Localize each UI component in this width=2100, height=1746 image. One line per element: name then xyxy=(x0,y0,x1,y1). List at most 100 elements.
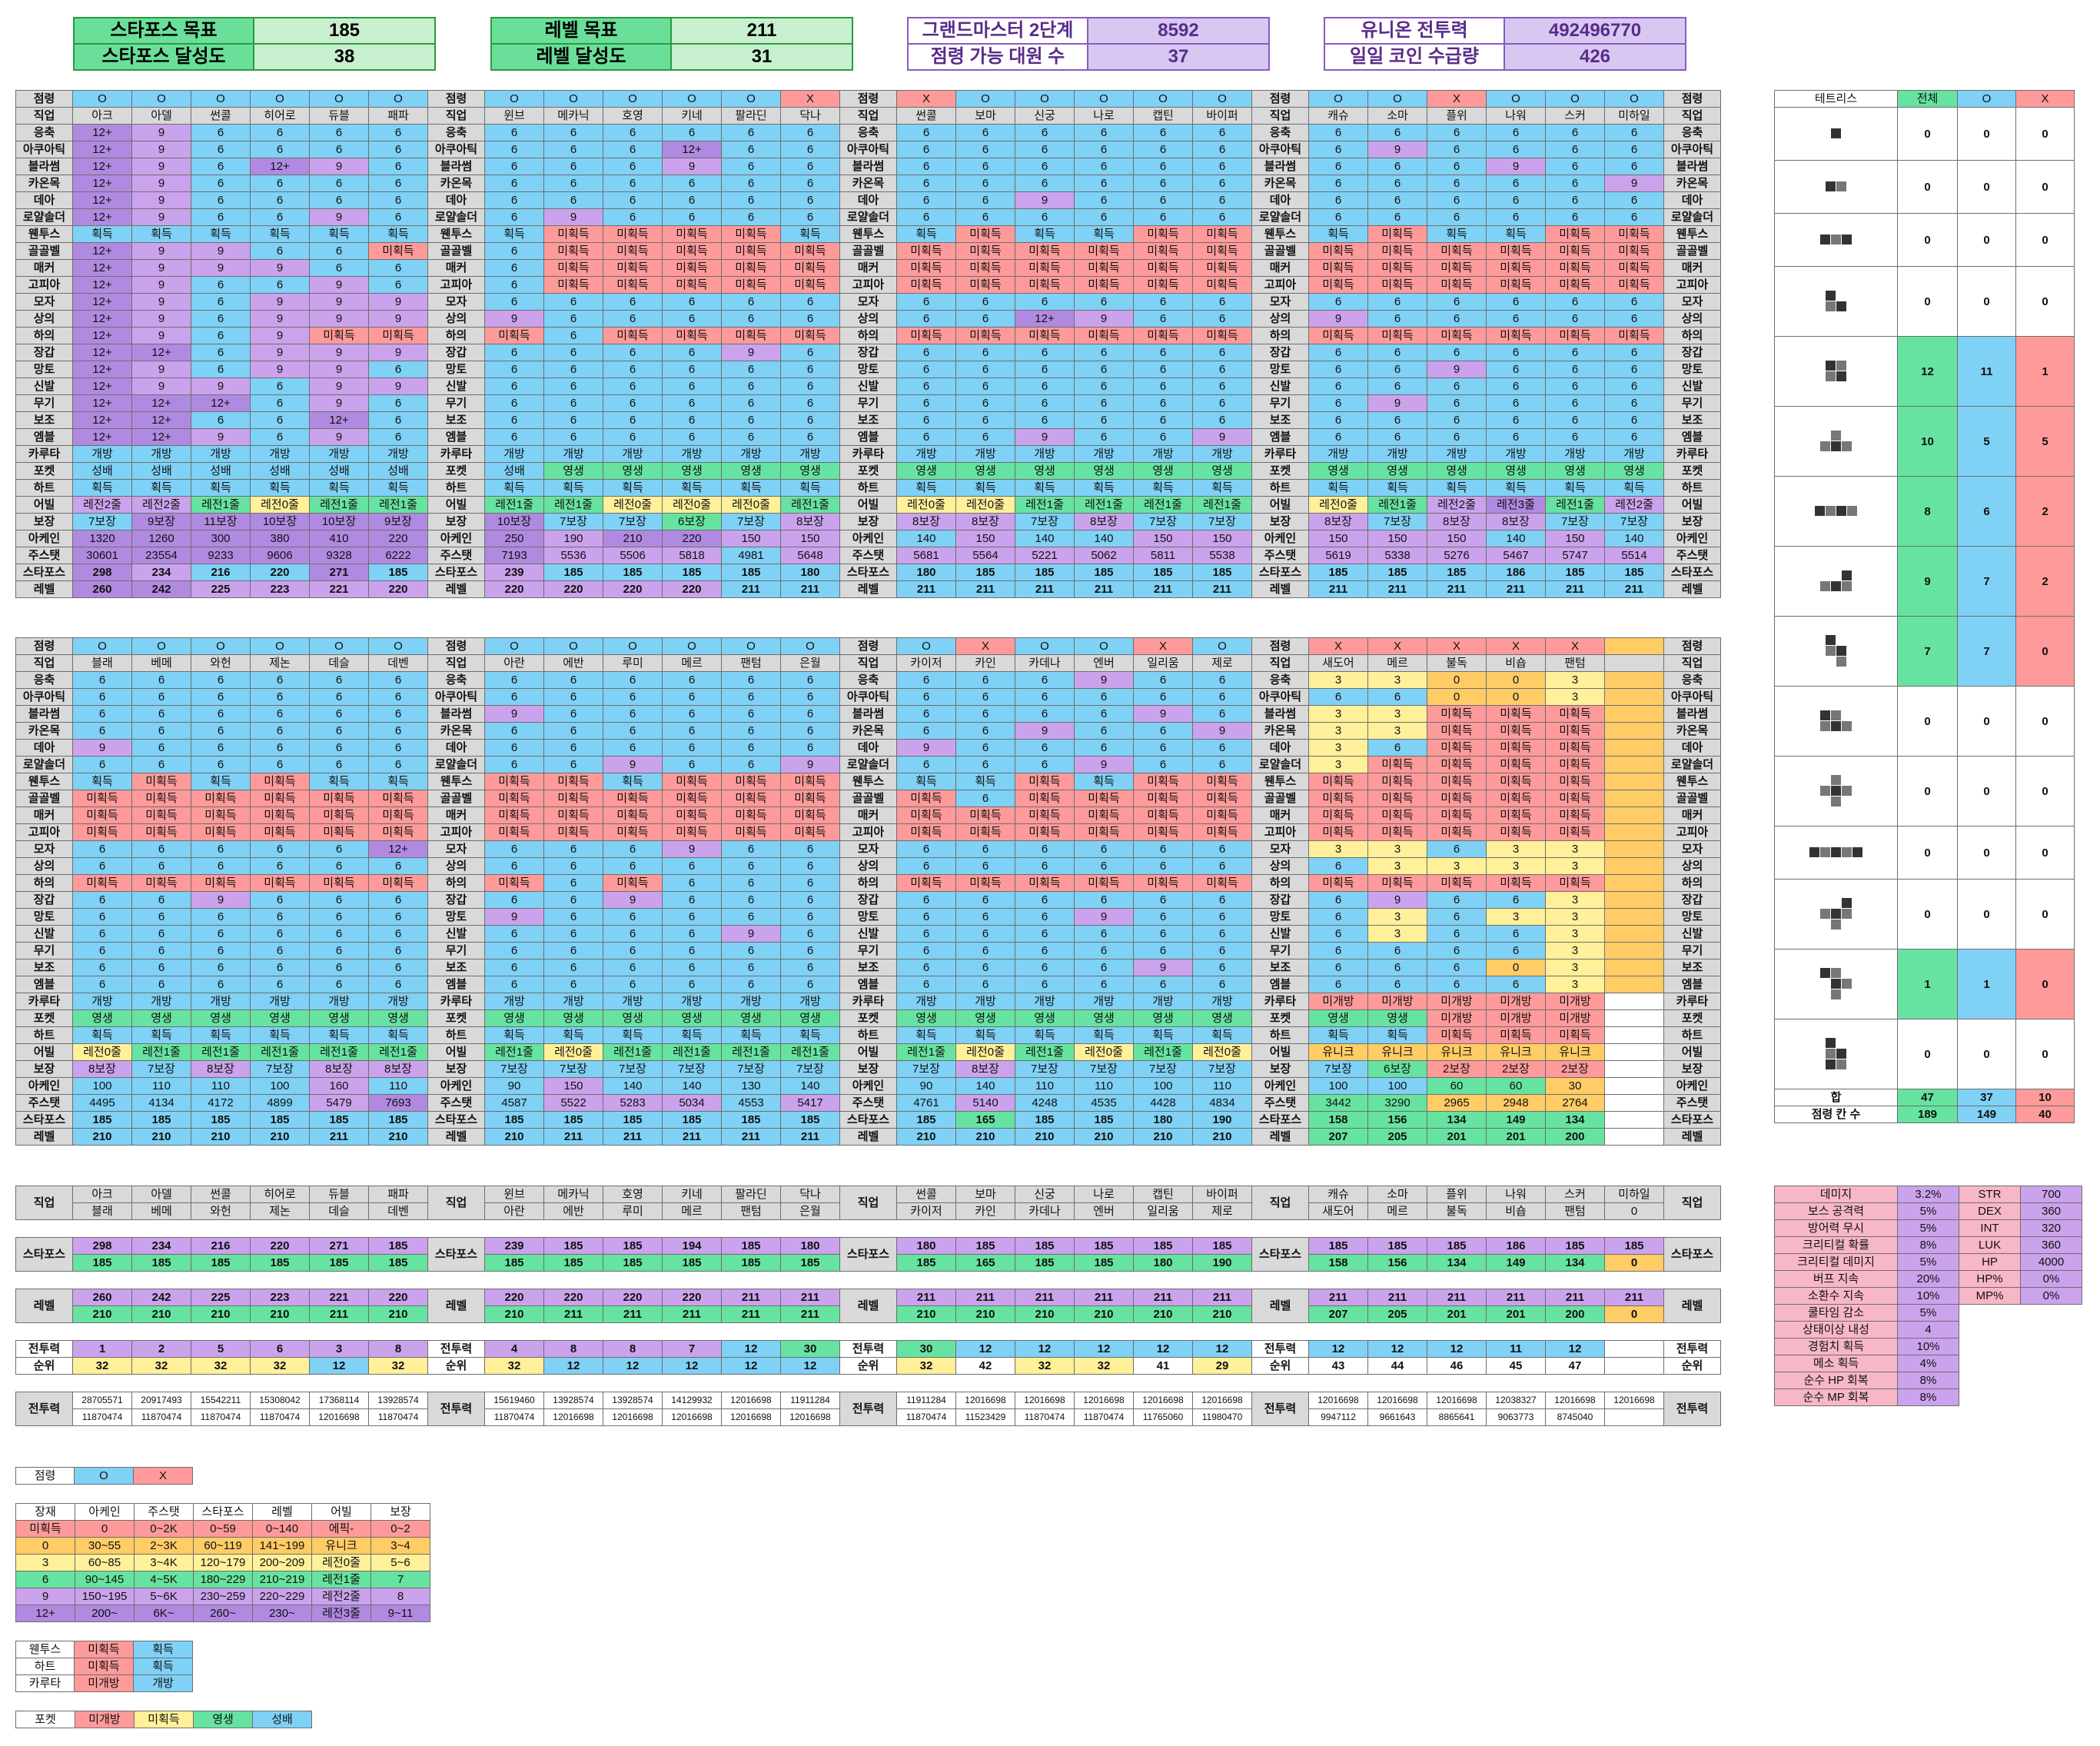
grid-cell: 미획득 xyxy=(309,790,369,807)
grid-cell: X xyxy=(1486,637,1546,655)
summary-cell: 12 xyxy=(780,1357,840,1375)
grid-cell: 팬텀 xyxy=(1545,654,1605,672)
grid-cell: 카데나 xyxy=(1015,654,1075,672)
grid-cell: 6 xyxy=(368,141,428,158)
row-label: 모자 xyxy=(839,293,897,311)
summary-label: 전투력 xyxy=(427,1392,485,1426)
grid-cell: 6 xyxy=(1133,141,1193,158)
grid-cell: 개방 xyxy=(72,993,132,1010)
row-label: 응축 xyxy=(839,671,897,689)
grid-cell: 6 xyxy=(1308,891,1368,909)
stat-label: 순수 MP 회복 xyxy=(1774,1388,1898,1406)
grid-cell: 6 xyxy=(309,891,369,909)
grid-cell: 6 xyxy=(1308,428,1368,446)
grid-cell: 6 xyxy=(662,428,722,446)
row-label: 웬투스 xyxy=(1663,773,1721,790)
summary-cell: 11870474 xyxy=(250,1408,310,1426)
row-label: 고피아 xyxy=(1663,823,1721,841)
summary-cell: 15542211 xyxy=(191,1392,251,1409)
grid-cell: 6 xyxy=(368,739,428,757)
grid-cell: 6 xyxy=(662,344,722,361)
grid-cell: 185 xyxy=(1545,564,1605,581)
row-label: 응축 xyxy=(1251,124,1309,141)
row-label: 보장 xyxy=(839,513,897,530)
row-label: 스타포스 xyxy=(427,564,485,581)
grid-cell: 6 xyxy=(72,756,132,773)
grid-cell: 6 xyxy=(368,942,428,959)
grid-cell: 6 xyxy=(955,857,1015,875)
grid-cell: 6 xyxy=(896,293,956,311)
grid-cell: 개방 xyxy=(131,445,191,463)
summary-cell: 12 xyxy=(1074,1340,1134,1358)
grid-cell: 7보장 xyxy=(721,1060,781,1078)
grid-cell: 6 xyxy=(1133,175,1193,192)
grid-cell: X xyxy=(896,90,956,108)
tetris-total: 0 xyxy=(1897,756,1958,826)
grid-cell: 미획득 xyxy=(780,790,840,807)
grid-cell: 신궁 xyxy=(1015,107,1075,125)
summary-cell: 210 xyxy=(131,1305,191,1323)
summary-cell: 185 xyxy=(368,1237,428,1255)
summary-cell: 185 xyxy=(484,1254,544,1272)
summary-cell: 11911284 xyxy=(780,1392,840,1409)
grid-cell: 미획득 xyxy=(1192,806,1252,824)
grid-cell: 6 xyxy=(1015,959,1075,976)
grid-cell: 획득 xyxy=(191,479,251,497)
grid-cell: 110 xyxy=(131,1077,191,1095)
summary-label: 전투력 xyxy=(15,1340,73,1358)
summary-cell: 6 xyxy=(250,1340,310,1358)
row-label: 블라썸 xyxy=(839,158,897,175)
grid-cell: 은월 xyxy=(780,654,840,672)
summary-cell: 5 xyxy=(191,1340,251,1358)
grid-cell: 데벤 xyxy=(368,654,428,672)
grid-cell: 미획득 xyxy=(1486,739,1546,757)
summary-cell: 3 xyxy=(309,1340,369,1358)
grid-cell: 3442 xyxy=(1308,1094,1368,1112)
row-label: 아케인 xyxy=(1251,1077,1309,1095)
summary-cell: 32 xyxy=(72,1357,132,1375)
grid-cell: 획득 xyxy=(484,1026,544,1044)
grid-cell: 미획득 xyxy=(484,773,544,790)
grid-cell: 6 xyxy=(368,857,428,875)
grid-cell xyxy=(1604,1077,1664,1095)
row-label: 엠블 xyxy=(427,428,485,446)
summary-cell: 210 xyxy=(955,1305,1015,1323)
summary-cell: 9947112 xyxy=(1308,1408,1368,1426)
grid-cell xyxy=(1604,1009,1664,1027)
grid-row: 어빌 레전0줄 레전1줄 레전1줄 레전1줄 레전1줄 레전1줄 어빌 레전1줄 레전0줄 레전1줄… xyxy=(15,1043,1721,1061)
grid-cell: 4428 xyxy=(1133,1094,1193,1112)
grid-cell: 영생 xyxy=(1074,1009,1134,1027)
grid-cell: 획득 xyxy=(250,1026,310,1044)
grid-cell: 6 xyxy=(896,840,956,858)
grid-cell: 6 xyxy=(1367,208,1427,226)
row-label: 스타포스 xyxy=(1663,564,1721,581)
grid-cell: 레전1줄 xyxy=(1015,1043,1075,1061)
grid-cell: 165 xyxy=(955,1111,1015,1129)
grid-cell: 영생 xyxy=(1015,462,1075,480)
grid-cell: 9 xyxy=(131,377,191,395)
row-label: 고피아 xyxy=(427,823,485,841)
stat-label: 보스 공격력 xyxy=(1774,1202,1898,1220)
grid-cell: 미획득 xyxy=(1486,259,1546,277)
row-label: 아케인 xyxy=(15,1077,73,1095)
row-label: 하의 xyxy=(15,327,73,344)
grid-cell: 획득 xyxy=(1308,479,1368,497)
grid-cell: 레전1줄 xyxy=(896,1043,956,1061)
grid-cell: 6 xyxy=(309,959,369,976)
summary-cell: 134 xyxy=(1427,1254,1487,1272)
grid-cell: 3 xyxy=(1545,840,1605,858)
summary-cell: 210 xyxy=(191,1305,251,1323)
grid-cell: 획득 xyxy=(1545,479,1605,497)
grid-cell: 획득 xyxy=(1133,479,1193,497)
grid-cell: 6 xyxy=(250,377,310,395)
grid-cell: 개방 xyxy=(1133,993,1193,1010)
grid-cell: 6 xyxy=(484,158,544,175)
grid-cell: 미획득 xyxy=(131,773,191,790)
grid-cell: 6 xyxy=(368,394,428,412)
grid-cell: 9328 xyxy=(309,547,369,564)
grid-cell: 9 xyxy=(368,377,428,395)
tetris-sum-label: 합 xyxy=(1774,1089,1898,1106)
summary-cell: 207 xyxy=(1308,1305,1368,1323)
grid-cell: 6 xyxy=(603,739,663,757)
summary-cell: 165 xyxy=(955,1254,1015,1272)
